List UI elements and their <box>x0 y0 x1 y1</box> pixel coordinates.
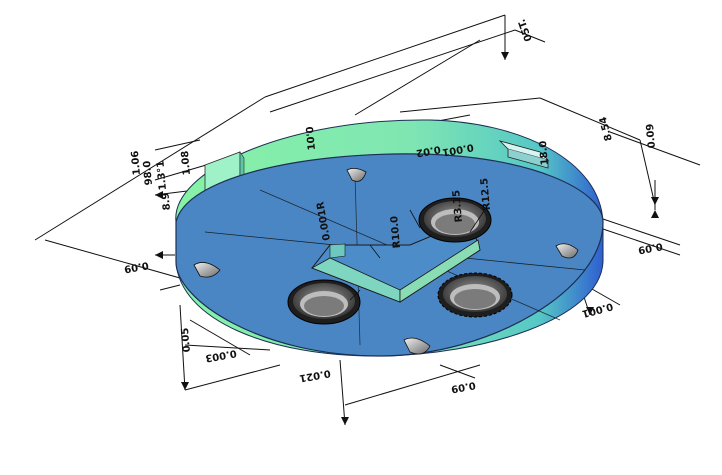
dim-label: 1.06 <box>130 150 143 176</box>
dim-label: 0.09 <box>123 259 149 274</box>
edge-notches <box>193 168 579 355</box>
dim-label: 0.021 <box>298 367 331 383</box>
dim-label: 10'0 <box>305 126 318 151</box>
dim-label: 0.05 <box>180 327 193 353</box>
dim-label: 0.003 <box>204 347 237 363</box>
dim-label: 18.0 <box>538 140 551 166</box>
dimension-lines <box>34 14 701 426</box>
dim-label: 05T. <box>517 17 535 42</box>
dim-label: 98.0 <box>142 160 155 186</box>
bore-hole-right <box>437 272 513 318</box>
l-pocket <box>311 219 481 303</box>
dim-label: 1.3°1 <box>155 160 169 191</box>
dim-label: R10.0 <box>389 215 403 248</box>
dim-label: 0.09 <box>637 240 663 255</box>
dim-label: R3.15 <box>451 189 465 222</box>
dim-label: 1.08 <box>180 150 193 176</box>
dimension-labels: 05T. 0.09 0.001 0.02 8.54 10'0 1.3°1 0.0… <box>123 17 663 394</box>
dim-label: 0.09 <box>450 379 476 394</box>
dim-label: 0.02 <box>415 143 441 158</box>
dim-label: 0.09 <box>645 123 658 149</box>
dim-label: 0.001 <box>441 141 474 157</box>
dim-label: R12.5 <box>479 177 493 210</box>
bore-hole-center <box>418 197 492 243</box>
leader-lines <box>349 204 489 301</box>
bore-hole-left <box>287 279 361 325</box>
dim-label: 8.9 <box>160 192 173 211</box>
arrowheads <box>155 52 659 425</box>
